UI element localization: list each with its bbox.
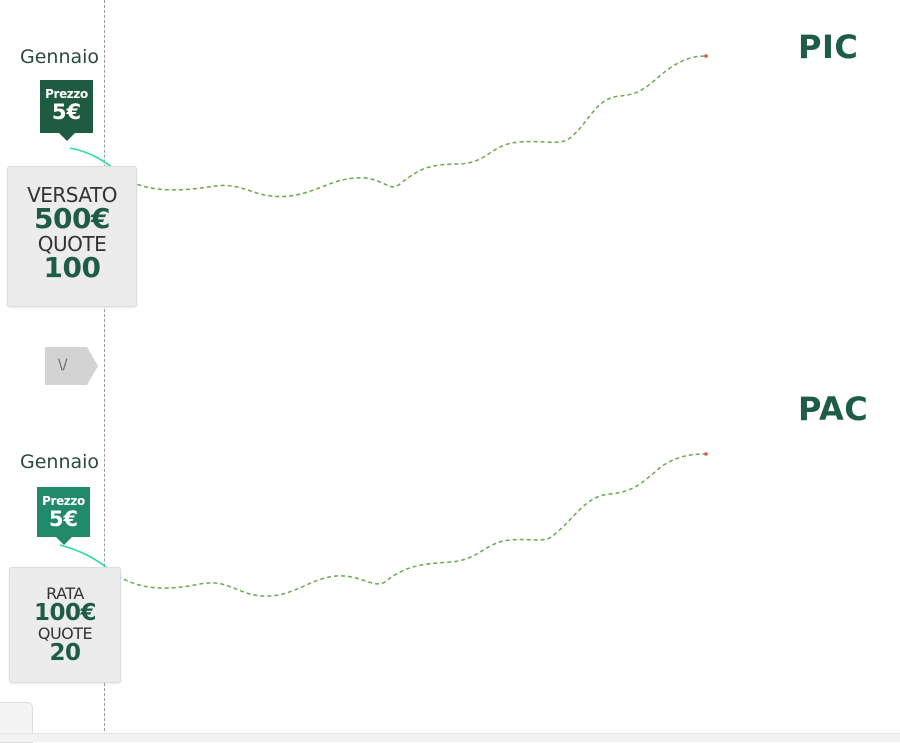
- pac-price-tag: Prezzo 5€: [37, 487, 90, 545]
- pac-price-label: Prezzo: [42, 494, 85, 508]
- pic-summary-card: VERSATO 500€ QUOTE 100: [7, 166, 137, 307]
- pic-price-curve: [124, 55, 707, 198]
- pic-price-label: Prezzo: [45, 87, 88, 101]
- pac-card-label-2: QUOTE: [37, 623, 93, 643]
- pac-card-value-2: 20: [49, 640, 81, 667]
- pac-price-value: 5€: [48, 507, 79, 531]
- pic-curve-end-dot: [704, 54, 708, 58]
- pic-card-value-2: 100: [43, 251, 101, 285]
- pic-card-label-2: QUOTE: [37, 231, 107, 256]
- pic-title: PIC: [798, 28, 859, 66]
- pic-price-tag: Prezzo 5€: [40, 80, 93, 141]
- pac-title: PAC: [798, 390, 869, 428]
- pac-card-value-1: 100€: [33, 600, 97, 627]
- pac-summary-card: RATA 100€ QUOTE 20: [9, 567, 121, 683]
- pac-curve-end-dot: [704, 452, 708, 456]
- pic-card-label-1: VERSATO: [27, 183, 117, 207]
- pic-card-value-1: 500€: [34, 202, 110, 236]
- pic-month-label: Gennaio: [20, 46, 100, 68]
- arrow-tab-shape: [45, 347, 98, 385]
- pac-month-label: Gennaio: [20, 451, 100, 473]
- pac-card-label-1: RATA: [46, 584, 84, 603]
- pac-price-curve: [111, 453, 707, 597]
- next-arrow-tab[interactable]: \/: [45, 347, 98, 385]
- pic-price-value: 5€: [51, 100, 82, 124]
- chevron-down-icon: \/: [58, 357, 68, 373]
- timeline-marker: [104, 0, 105, 741]
- bottom-bar: [0, 733, 900, 742]
